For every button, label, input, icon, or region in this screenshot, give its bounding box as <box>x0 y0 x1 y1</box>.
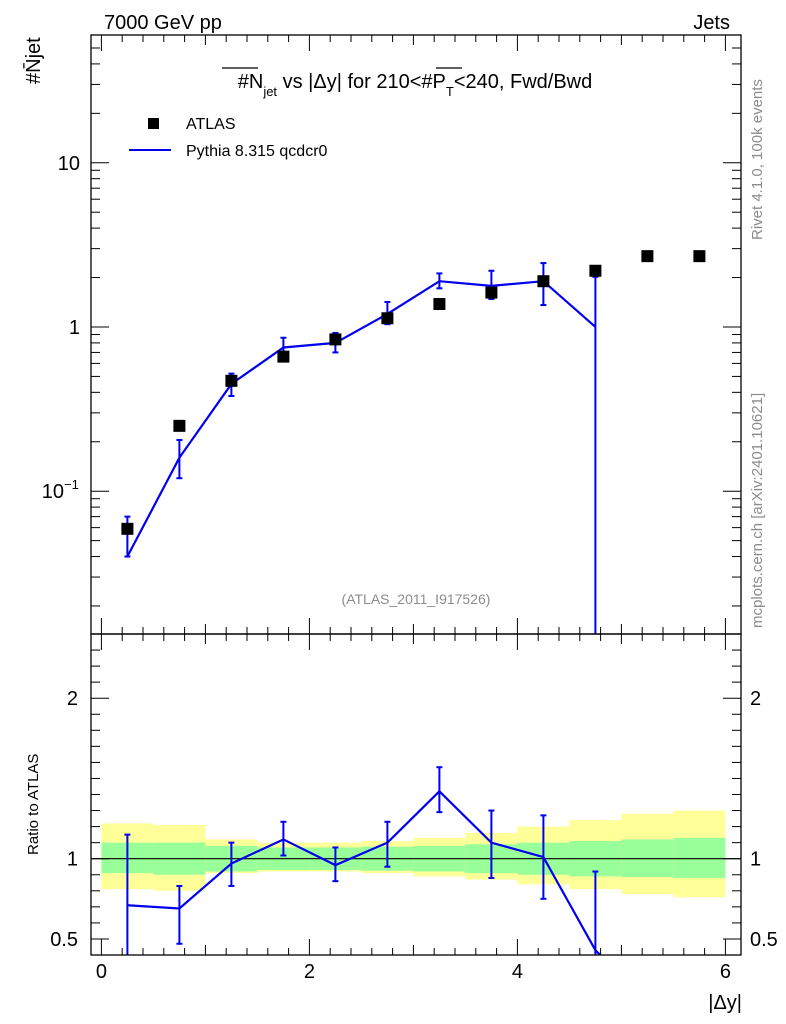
title-part-3: <240, Fwd/Bwd <box>454 71 592 93</box>
legend-data-label: ATLAS <box>186 116 236 133</box>
atlas-data-point <box>641 250 654 263</box>
main-plot-area <box>121 250 706 634</box>
x-tick-label: 2 <box>304 961 315 983</box>
legend-data-marker <box>148 118 159 129</box>
atlas-data-point <box>381 312 394 325</box>
atlas-data-point <box>121 522 134 535</box>
atlas-data-point <box>225 374 238 387</box>
title-part-1: #N <box>238 71 264 93</box>
ratio-y-tick-label-right: 1 <box>750 849 761 871</box>
ratio-mc-group <box>124 766 602 955</box>
analysis-id: (ATLAS_2011_I917526) <box>342 591 491 607</box>
mcplots-label: mcplots.cern.ch [arXiv:2401.10621] <box>749 393 766 628</box>
ratio-y-tick-label-left: 0.5 <box>50 929 78 951</box>
ratio-y-tick-label-right: 0.5 <box>750 929 778 951</box>
atlas-data-point <box>277 350 290 363</box>
x-tick-label: 6 <box>720 961 731 983</box>
atlas-data-point <box>433 298 446 311</box>
title-part-2: vs |Δy| for 210<#P <box>277 71 446 93</box>
y-tick-label: 10 <box>58 153 80 175</box>
x-axis-label: |Δy| <box>708 992 742 1014</box>
main-mc-line <box>126 280 597 558</box>
x-tick-label: 0 <box>96 961 107 983</box>
atlas-data-point <box>537 275 550 288</box>
title-sub-1: jet <box>262 84 277 99</box>
process-label: Jets <box>693 12 730 34</box>
plot-title: #Njet vs |Δy| for 210<#PT<240, Fwd/Bwd <box>238 71 593 99</box>
main-ylabel: #N̄jet <box>22 37 45 84</box>
x-tick-label: 4 <box>512 961 523 983</box>
atlas-data-point <box>589 264 602 277</box>
ratio-band-inner <box>673 837 726 878</box>
atlas-data-point <box>485 286 498 299</box>
atlas-data-point <box>329 333 342 346</box>
energy-label: 7000 GeV pp <box>104 12 222 34</box>
ratio-y-tick-label-left: 2 <box>67 688 78 710</box>
atlas-data-point <box>693 250 706 263</box>
ratio-y-tick-label-left: 1 <box>67 849 78 871</box>
ratio-y-tick-label-right: 2 <box>750 688 761 710</box>
ratio-plot-area <box>91 766 741 955</box>
ratio-ylabel: Ratio to ATLAS <box>25 754 42 855</box>
main-mc-group <box>124 262 599 634</box>
rivet-label: Rivet 4.1.0, 100k events <box>749 79 766 240</box>
y-tick-label-exponent: −1 <box>64 477 79 492</box>
legend-mc-label: Pythia 8.315 qcdcr0 <box>186 143 328 160</box>
ratio-frame <box>90 633 742 956</box>
y-tick-label: 10 <box>42 481 64 503</box>
title-sub-2: T <box>446 84 454 99</box>
atlas-data-point <box>173 419 186 432</box>
y-tick-label: 1 <box>69 317 80 339</box>
